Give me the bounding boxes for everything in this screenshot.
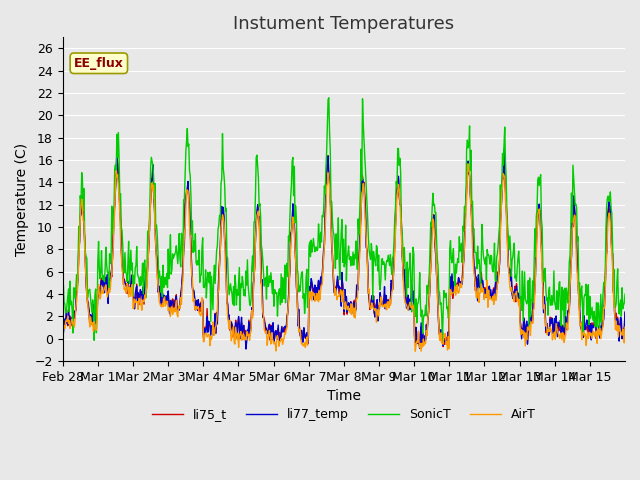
li75_t (324, 153, 332, 158)
Line: li75_t: li75_t (63, 156, 625, 348)
AirT (125, 294, 132, 300)
li77_temp (500, 146, 508, 152)
Legend: li75_t, li77_temp, SonicT, AirT: li75_t, li77_temp, SonicT, AirT (147, 403, 541, 426)
AirT (256, 244, 264, 250)
li77_temp (242, 346, 250, 352)
li77_temp (228, 321, 236, 327)
AirT (434, 304, 442, 310)
AirT (402, 300, 410, 306)
AirT (464, 161, 472, 167)
SonicT (325, 95, 333, 101)
Line: li77_temp: li77_temp (63, 149, 625, 349)
SonicT (228, 291, 236, 297)
li75_t (125, 285, 132, 290)
SonicT (256, 201, 264, 206)
AirT (412, 348, 419, 354)
li75_t (278, 326, 285, 332)
li77_temp (403, 305, 410, 311)
AirT (277, 336, 285, 341)
X-axis label: Time: Time (327, 389, 361, 403)
AirT (228, 335, 236, 341)
li75_t (257, 246, 264, 252)
li77_temp (621, 309, 629, 315)
Text: EE_flux: EE_flux (74, 57, 124, 70)
SonicT (621, 291, 629, 297)
SonicT (277, 271, 285, 277)
li75_t (435, 324, 443, 330)
Line: AirT: AirT (63, 164, 625, 351)
li75_t (59, 313, 67, 319)
li77_temp (59, 313, 67, 319)
li75_t (242, 345, 250, 351)
li75_t (403, 305, 411, 311)
li77_temp (434, 307, 442, 312)
Line: SonicT: SonicT (63, 98, 625, 342)
li77_temp (278, 324, 285, 329)
AirT (621, 324, 629, 330)
AirT (59, 317, 67, 323)
SonicT (403, 294, 410, 300)
li75_t (228, 322, 236, 328)
li77_temp (257, 248, 264, 254)
li75_t (621, 310, 629, 316)
SonicT (434, 263, 442, 269)
li77_temp (125, 285, 132, 291)
SonicT (125, 239, 132, 244)
Y-axis label: Temperature (C): Temperature (C) (15, 143, 29, 256)
Title: Instument Temperatures: Instument Temperatures (233, 15, 454, 33)
SonicT (59, 288, 67, 294)
SonicT (438, 339, 446, 345)
